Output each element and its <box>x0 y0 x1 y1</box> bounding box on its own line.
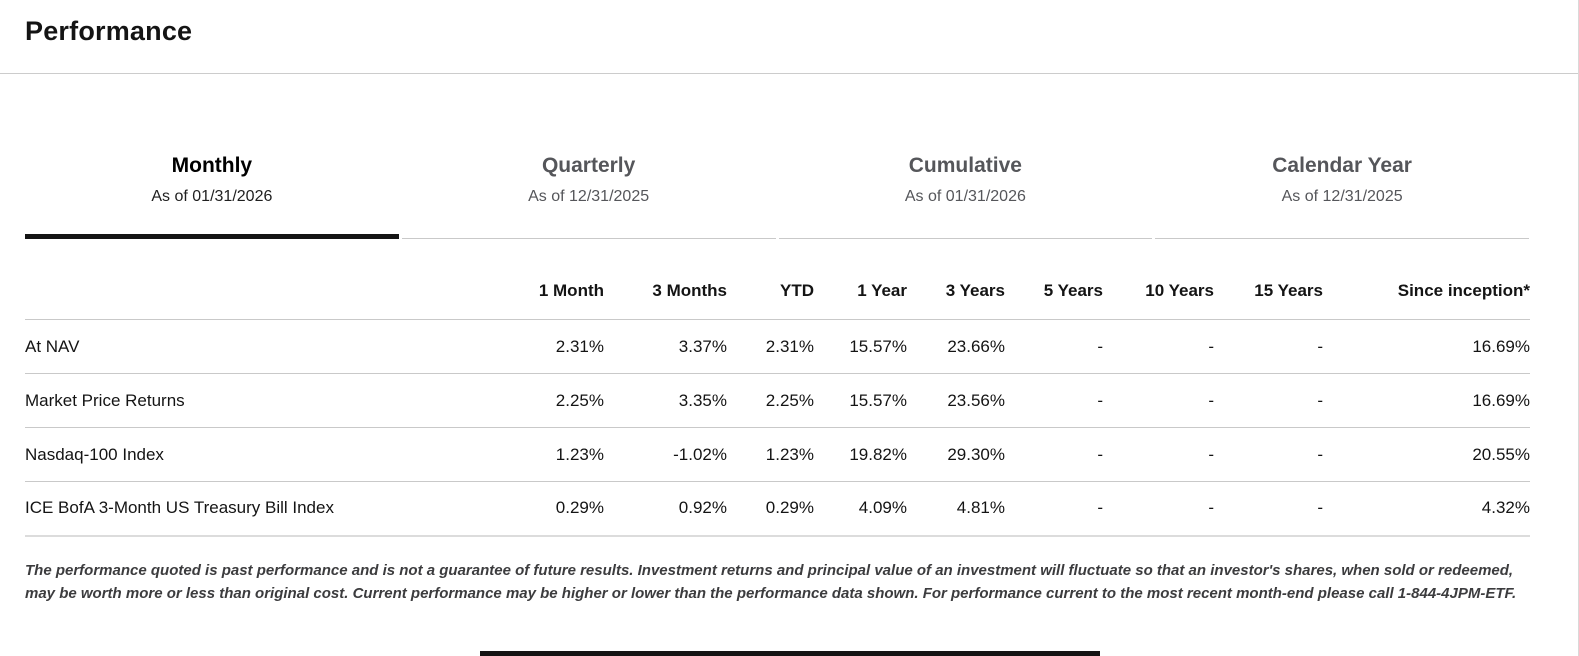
column-header: 3 Years <box>907 239 1005 320</box>
column-header: 1 Month <box>490 239 604 320</box>
tab-cumulative[interactable]: Cumulative As of 01/31/2026 <box>778 152 1153 239</box>
value-cell: - <box>1005 481 1103 537</box>
table-row: Nasdaq-100 Index 1.23% -1.02% 1.23% 19.82% 29… <box>25 427 1530 482</box>
row-name: ICE BofA 3-Month US Treasury Bill Index <box>25 481 490 537</box>
header-divider <box>0 73 1578 74</box>
page-title: Performance <box>25 16 193 46</box>
value-cell: 0.29% <box>490 481 604 537</box>
value-cell: 4.81% <box>907 481 1005 537</box>
section-header: Performance <box>0 0 1578 47</box>
table-row: ICE BofA 3-Month US Treasury Bill Index 0… <box>25 481 1530 537</box>
value-cell: 3.37% <box>604 319 727 374</box>
value-cell: 20.55% <box>1323 427 1530 482</box>
tab-monthly[interactable]: Monthly As of 01/31/2026 <box>25 152 399 239</box>
performance-tabs: Monthly As of 01/31/2026 Quarterly As of… <box>25 152 1529 239</box>
value-cell: 0.92% <box>604 481 727 537</box>
column-header: Since inception* <box>1323 239 1530 320</box>
value-cell: 1.23% <box>727 427 814 482</box>
value-cell: - <box>1214 427 1323 482</box>
row-name: Market Price Returns <box>25 373 490 428</box>
table-row: At NAV 2.31% 3.37% 2.31% 15.57% 23.66% - - -16.6… <box>25 319 1530 374</box>
value-cell: - <box>1214 373 1323 428</box>
tab-calendar-year-label: Calendar Year <box>1272 154 1412 177</box>
table-row: Market Price Returns 2.25% 3.35% 2.25% 15.57… <box>25 373 1530 428</box>
next-section-edge <box>480 651 1100 656</box>
row-name: At NAV <box>25 319 490 374</box>
column-header: YTD <box>727 239 814 320</box>
value-cell: 3.35% <box>604 373 727 428</box>
value-cell: - <box>1005 427 1103 482</box>
column-header: 1 Year <box>814 239 907 320</box>
value-cell: 16.69% <box>1323 373 1530 428</box>
value-cell: - <box>1005 319 1103 374</box>
value-cell: 4.32% <box>1323 481 1530 537</box>
column-header: 15 Years <box>1214 239 1323 320</box>
column-header: 5 Years <box>1005 239 1103 320</box>
value-cell: 15.57% <box>814 319 907 374</box>
tab-calendar-year[interactable]: Calendar Year As of 12/31/2025 <box>1155 152 1529 239</box>
column-header: 10 Years <box>1103 239 1214 320</box>
value-cell: - <box>1103 319 1214 374</box>
value-cell: - <box>1103 373 1214 428</box>
value-cell: 4.09% <box>814 481 907 537</box>
value-cell: 2.25% <box>727 373 814 428</box>
tab-calendar-year-asof: As of 12/31/2025 <box>1281 188 1403 205</box>
value-cell: 16.69% <box>1323 319 1530 374</box>
value-cell: 23.66% <box>907 319 1005 374</box>
tab-quarterly[interactable]: Quarterly As of 12/31/2025 <box>401 152 776 239</box>
table-header-row: 1 Month 3 Months YTD 1 Year 3 Years 5 Years 10… <box>25 239 1530 320</box>
value-cell: 15.57% <box>814 373 907 428</box>
value-cell: -1.02% <box>604 427 727 482</box>
value-cell: 19.82% <box>814 427 907 482</box>
value-cell: - <box>1214 319 1323 374</box>
value-cell: 1.23% <box>490 427 604 482</box>
column-header: 3 Months <box>604 239 727 320</box>
tab-monthly-asof: As of 01/31/2026 <box>151 188 273 205</box>
value-cell: 2.31% <box>727 319 814 374</box>
performance-table-wrap: 1 Month 3 Months YTD 1 Year 3 Years 5 Years 10… <box>25 239 1530 537</box>
tab-monthly-label: Monthly <box>171 154 253 177</box>
value-cell: - <box>1103 481 1214 537</box>
value-cell: 2.25% <box>490 373 604 428</box>
tab-quarterly-label: Quarterly <box>541 154 636 177</box>
row-label-header <box>25 239 490 320</box>
value-cell: - <box>1005 373 1103 428</box>
row-name: Nasdaq-100 Index <box>25 427 490 482</box>
value-cell: 0.29% <box>727 481 814 537</box>
tab-cumulative-label: Cumulative <box>908 154 1022 177</box>
performance-table: 1 Month 3 Months YTD 1 Year 3 Years 5 Years 10… <box>25 239 1530 537</box>
value-cell: 29.30% <box>907 427 1005 482</box>
value-cell: 2.31% <box>490 319 604 374</box>
value-cell: - <box>1103 427 1214 482</box>
tab-quarterly-asof: As of 12/31/2025 <box>528 188 650 205</box>
tab-cumulative-asof: As of 01/31/2026 <box>904 188 1026 205</box>
performance-disclaimer: The performance quoted is past performan… <box>25 561 1517 602</box>
value-cell: - <box>1214 481 1323 537</box>
value-cell: 23.56% <box>907 373 1005 428</box>
table-body: At NAV 2.31% 3.37% 2.31% 15.57% 23.66% - - -16.6… <box>25 319 1530 537</box>
